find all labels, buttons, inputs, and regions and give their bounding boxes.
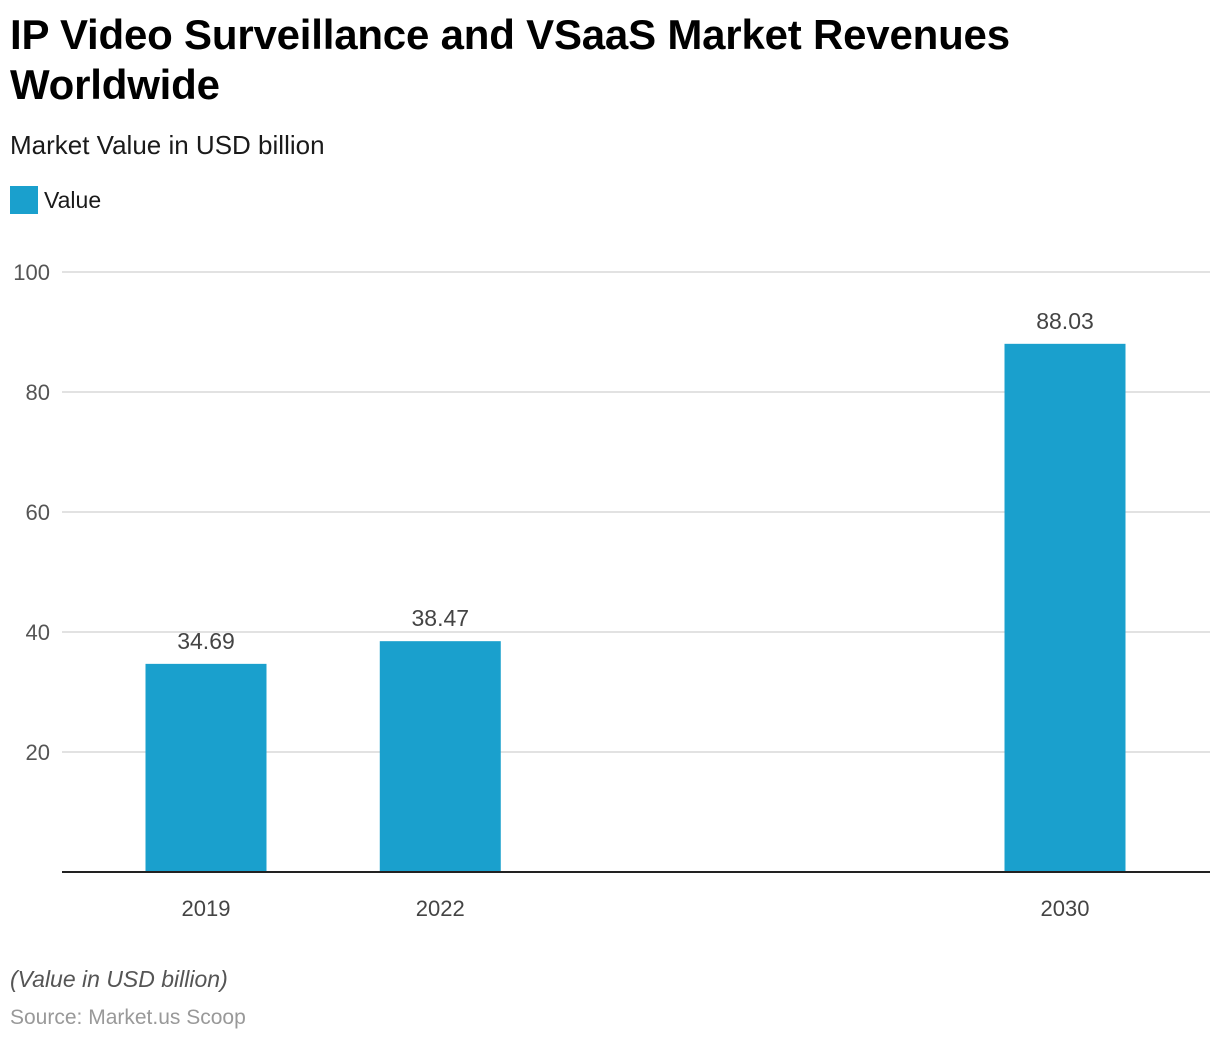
legend-label: Value [44,187,102,213]
legend: Value [10,186,101,214]
legend-swatch [10,186,38,214]
x-axis-ticks: 2019 2022 2030 [182,896,1090,921]
y-axis-ticks: 20 40 60 80 100 [13,260,50,765]
x-tick-label: 2019 [182,896,231,921]
data-label: 88.03 [1036,308,1094,334]
bars [145,343,1126,872]
y-tick-label: 60 [26,500,50,525]
bar [1004,343,1126,872]
chart-note: (Value in USD billion) [10,966,228,992]
bar [379,641,501,872]
data-label: 34.69 [177,628,235,654]
bar [145,663,267,872]
y-tick-label: 100 [13,260,50,285]
chart-title: IP Video Surveillance and VSaaS Market R… [10,11,1010,108]
data-labels: 34.69 38.47 88.03 [177,308,1094,654]
x-tick-label: 2022 [416,896,465,921]
y-tick-label: 20 [26,740,50,765]
chart-source: Source: Market.us Scoop [10,1006,246,1029]
y-tick-label: 40 [26,620,50,645]
data-label: 38.47 [411,605,469,631]
chart-subtitle: Market Value in USD billion [10,130,325,160]
y-tick-label: 80 [26,380,50,405]
x-tick-label: 2030 [1041,896,1090,921]
